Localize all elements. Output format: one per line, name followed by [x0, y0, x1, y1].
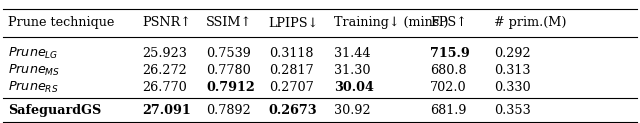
Text: 0.7539: 0.7539: [206, 47, 251, 60]
Text: 0.7912: 0.7912: [206, 81, 255, 94]
Text: FPS↑: FPS↑: [430, 16, 467, 29]
Text: 0.2817: 0.2817: [269, 64, 314, 77]
Text: 0.2707: 0.2707: [269, 81, 314, 94]
Text: 715.9: 715.9: [430, 47, 470, 60]
Text: 31.44: 31.44: [334, 47, 371, 60]
Text: 0.313: 0.313: [494, 64, 531, 77]
Text: $\mathit{Prune}_{LG}$: $\mathit{Prune}_{LG}$: [8, 46, 58, 61]
Text: LPIPS↓: LPIPS↓: [269, 16, 319, 29]
Text: 26.272: 26.272: [142, 64, 187, 77]
Text: 702.0: 702.0: [430, 81, 467, 94]
Text: 30.04: 30.04: [334, 81, 374, 94]
Text: Training↓ (mins.): Training↓ (mins.): [334, 16, 449, 29]
Text: 27.091: 27.091: [142, 104, 191, 117]
Text: 0.7892: 0.7892: [206, 104, 251, 117]
Text: $\mathit{Prune}_{MS}$: $\mathit{Prune}_{MS}$: [8, 63, 60, 78]
Text: PSNR↑: PSNR↑: [142, 16, 191, 29]
Text: SafeguardGS: SafeguardGS: [8, 104, 101, 117]
Text: 0.353: 0.353: [494, 104, 531, 117]
Text: 25.923: 25.923: [142, 47, 187, 60]
Text: 31.30: 31.30: [334, 64, 371, 77]
Text: 26.770: 26.770: [142, 81, 187, 94]
Text: Prune technique: Prune technique: [8, 16, 114, 29]
Text: 680.8: 680.8: [430, 64, 467, 77]
Text: 30.92: 30.92: [334, 104, 371, 117]
Text: 0.330: 0.330: [494, 81, 531, 94]
Text: SSIM↑: SSIM↑: [206, 16, 252, 29]
Text: 0.3118: 0.3118: [269, 47, 314, 60]
Text: # prim.(M): # prim.(M): [494, 16, 566, 29]
Text: 681.9: 681.9: [430, 104, 467, 117]
Text: $\mathit{Prune}_{RS}$: $\mathit{Prune}_{RS}$: [8, 80, 58, 95]
Text: 0.7780: 0.7780: [206, 64, 251, 77]
Text: 0.2673: 0.2673: [269, 104, 317, 117]
Text: 0.292: 0.292: [494, 47, 531, 60]
